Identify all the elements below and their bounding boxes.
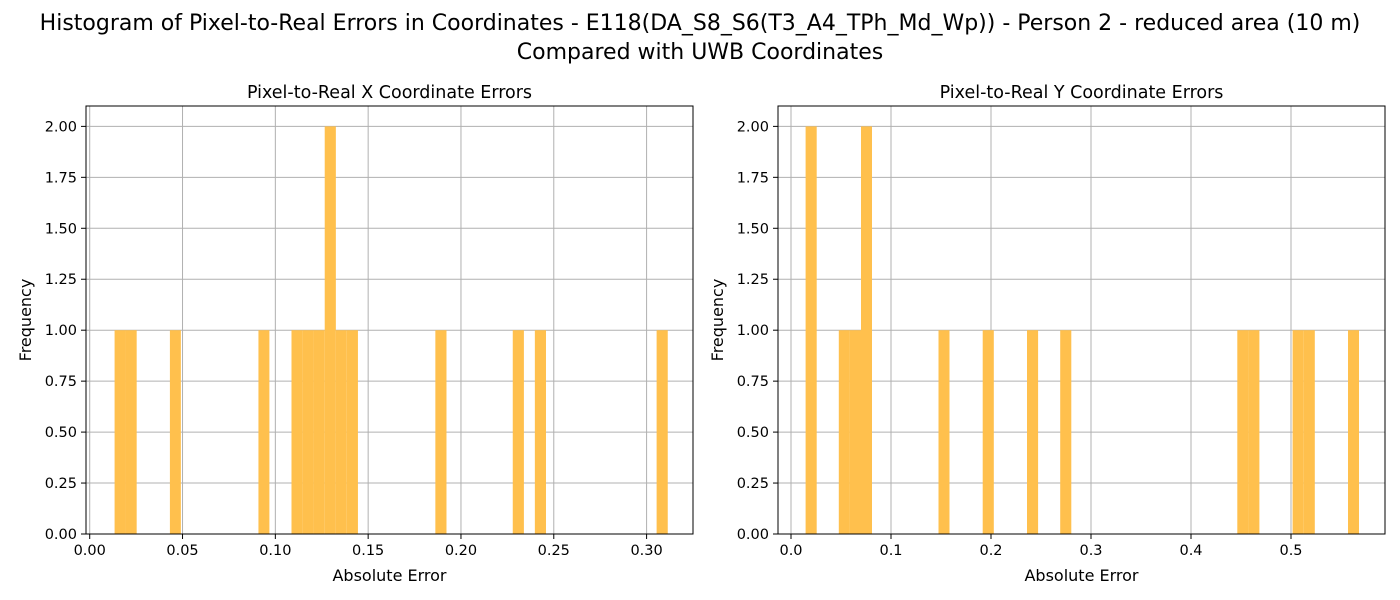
y-error-histogram-panel: Pixel-to-Real Y Coordinate Errors Absolu…	[708, 83, 1386, 585]
y-error-histogram-xtick-label-5: 0.5	[1279, 543, 1302, 559]
x-error-histogram-bar-2	[169, 330, 181, 534]
y-error-histogram-ytick-label-8: 2.00	[737, 119, 769, 135]
x-error-histogram-bar-10	[435, 330, 447, 534]
x-error-histogram-ytick-label-5: 1.25	[45, 272, 77, 288]
x-error-histogram-ytick-label-8: 2.00	[45, 119, 77, 135]
y-error-histogram-ytick-label-2: 0.50	[737, 425, 769, 441]
x-error-histogram-bar-1	[125, 330, 137, 534]
x-error-histogram-bars	[114, 126, 668, 534]
y-error-histogram-bar-2	[849, 330, 861, 534]
x-error-histogram-xtick-label-3: 0.15	[352, 543, 384, 559]
x-error-histogram-bar-9	[346, 330, 358, 534]
y-error-histogram-bar-8	[1237, 330, 1249, 534]
x-error-histogram-xtick-label-5: 0.25	[538, 543, 570, 559]
y-error-histogram-bar-3	[861, 126, 872, 534]
y-error-histogram-bar-4	[938, 330, 950, 534]
x-error-histogram-ytick-label-1: 0.25	[45, 476, 77, 492]
x-error-histogram-bar-5	[302, 330, 314, 534]
y-error-histogram-xtick-label-1: 0.1	[879, 543, 902, 559]
y-error-histogram-bar-11	[1303, 330, 1315, 534]
y-error-histogram-xtick-label-3: 0.3	[1079, 543, 1102, 559]
y-error-histogram-xlabel: Absolute Error	[1024, 566, 1138, 585]
x-error-histogram-ytick-label-7: 1.75	[45, 170, 77, 186]
x-error-histogram-bar-3	[258, 330, 270, 534]
x-error-histogram-grid	[86, 106, 693, 535]
y-error-histogram-ytick-label-7: 1.75	[737, 170, 769, 186]
x-error-histogram-xtick-label-1: 0.05	[166, 543, 198, 559]
y-error-histogram-bar-0	[805, 126, 817, 534]
y-error-histogram-ytick-label-0: 0.00	[737, 527, 769, 543]
x-error-histogram-xtick-label-6: 0.30	[630, 543, 662, 559]
x-error-histogram-bar-6	[313, 330, 325, 534]
x-error-histogram-xtick-label-0: 0.00	[74, 543, 106, 559]
y-error-histogram-bar-10	[1292, 330, 1304, 534]
x-error-histogram-title: Pixel-to-Real X Coordinate Errors	[247, 83, 532, 103]
y-error-histogram-ytick-label-5: 1.25	[737, 272, 769, 288]
y-error-histogram-bar-1	[838, 330, 850, 534]
x-error-histogram-ytick-label-2: 0.50	[45, 425, 77, 441]
x-error-histogram-bar-13	[656, 330, 668, 534]
y-error-histogram-bar-6	[1027, 330, 1039, 534]
x-error-histogram-xtick-label-2: 0.10	[259, 543, 291, 559]
y-error-histogram-bar-7	[1060, 330, 1072, 534]
y-error-histogram-xtick-label-2: 0.2	[979, 543, 1002, 559]
y-error-histogram-bar-9	[1248, 330, 1260, 534]
y-error-histogram-title: Pixel-to-Real Y Coordinate Errors	[940, 83, 1224, 103]
y-error-histogram-ytick-label-3: 0.75	[737, 374, 769, 390]
x-error-histogram-bar-0	[114, 330, 126, 534]
x-error-histogram-bar-7	[324, 126, 336, 534]
x-error-histogram-bar-4	[291, 330, 303, 534]
y-error-histogram-bars	[805, 126, 1359, 534]
x-error-histogram-axes-frame	[85, 105, 694, 535]
y-error-histogram-ylabel: Frequency	[708, 279, 727, 362]
y-error-histogram-bar-12	[1348, 330, 1359, 534]
x-error-histogram-ytick-label-6: 1.50	[45, 221, 77, 237]
x-error-histogram-bar-12	[534, 330, 546, 534]
x-error-histogram-xlabel: Absolute Error	[332, 566, 446, 585]
x-error-histogram-ytick-label-0: 0.00	[45, 527, 77, 543]
x-error-histogram-ylabel: Frequency	[16, 279, 35, 362]
x-error-histogram-bar-11	[512, 330, 524, 534]
figure-title-line2: Compared with UWB Coordinates	[517, 40, 883, 65]
x-error-histogram-panel: Pixel-to-Real X Coordinate Errors Absolu…	[16, 83, 694, 585]
x-error-histogram-ytick-label-3: 0.75	[45, 374, 77, 390]
y-error-histogram-bar-5	[982, 330, 994, 534]
y-error-histogram-axes-frame	[777, 105, 1386, 535]
x-error-histogram-xtick-label-4: 0.20	[445, 543, 477, 559]
x-error-histogram-bar-8	[335, 330, 347, 534]
y-error-histogram-ytick-label-1: 0.25	[737, 476, 769, 492]
y-error-histogram-xtick-label-4: 0.4	[1179, 543, 1202, 559]
y-error-histogram-xtick-label-0: 0.0	[779, 543, 802, 559]
y-error-histogram-ytick-label-4: 1.00	[737, 323, 769, 339]
y-error-histogram-ytick-label-6: 1.50	[737, 221, 769, 237]
figure-title-line1: Histogram of Pixel-to-Real Errors in Coo…	[40, 11, 1361, 36]
x-error-histogram-ytick-label-4: 1.00	[45, 323, 77, 339]
